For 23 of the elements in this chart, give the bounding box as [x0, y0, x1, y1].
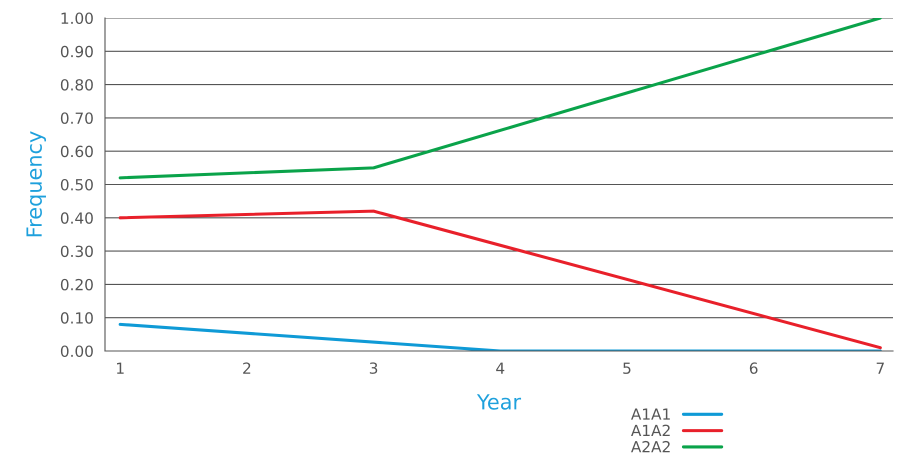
y-tick-label: 0.00	[60, 345, 93, 358]
x-tick-label: 6	[750, 362, 758, 374]
y-tick-label: 0.80	[60, 79, 93, 91]
y-tick-label: 0.40	[60, 212, 93, 224]
y-tick-label: 0.10	[60, 312, 93, 324]
x-tick-label: 2	[243, 362, 250, 374]
x-tick-label: 4	[496, 362, 504, 374]
y-tick-label: 0.60	[60, 146, 93, 158]
x-tick-label: 7	[876, 362, 884, 374]
y-axis-title: Frequency	[26, 131, 46, 236]
legend-label: A2A2	[631, 440, 670, 452]
x-tick-label: 3	[370, 362, 378, 374]
x-tick-label: 5	[623, 362, 630, 374]
y-tick-label: 1.00	[62, 12, 93, 24]
y-tick-label: 0.50	[60, 178, 93, 191]
y-tick-label: 0.30	[60, 246, 93, 258]
y-tick-label: 0.20	[60, 278, 93, 290]
x-axis-title: Year	[476, 394, 522, 410]
y-tick-label: 0.90	[60, 46, 93, 58]
legend-label: A1A2	[631, 424, 670, 436]
x-tick-label: 1	[117, 362, 124, 374]
legend-label: A1A1	[631, 408, 670, 420]
y-tick-label: 0.70	[60, 112, 93, 124]
